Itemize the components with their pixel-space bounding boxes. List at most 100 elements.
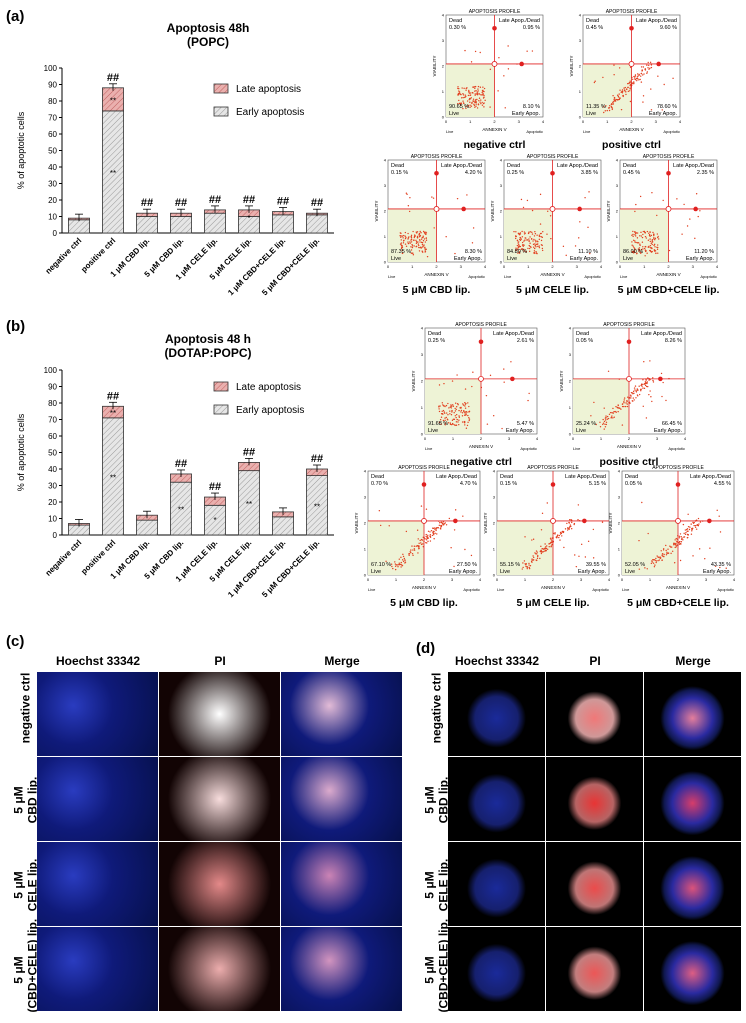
early-star-4: * (213, 516, 216, 525)
flow-xtick: 1 (649, 577, 652, 582)
flow-event (629, 87, 631, 89)
flow-event (657, 75, 659, 77)
flow-event (606, 109, 608, 112)
flow-event (629, 402, 631, 404)
flow-event (674, 546, 676, 549)
q-dead-value: 0.05 % (625, 481, 642, 487)
flow-event (523, 231, 526, 233)
q-late-value: 0.95 % (523, 25, 540, 31)
flow-event (592, 557, 595, 559)
flow-event (626, 400, 628, 403)
q-live-label: Live (576, 428, 586, 434)
flow-event (632, 235, 634, 238)
flow-event (411, 243, 413, 246)
flow-event (436, 526, 438, 529)
flow-event (696, 524, 698, 527)
flow-event (661, 553, 664, 555)
flow-event (507, 45, 509, 47)
flow-xtick: 2 (435, 264, 438, 269)
flow-event (648, 232, 650, 234)
flow-event (467, 105, 469, 107)
flow-event (640, 81, 643, 83)
flow-event (484, 99, 486, 102)
flow-event (461, 415, 464, 417)
flow-event (661, 559, 663, 561)
q-late-label: Late Apop./Dead (499, 18, 540, 24)
y-tick-label: 10 (48, 213, 57, 222)
flow-event (468, 89, 470, 92)
flow-event (632, 245, 634, 247)
flow-event (642, 248, 644, 250)
q-early-value: 27.50 % (457, 562, 477, 568)
flow-event (465, 402, 467, 405)
flow-xtick: 4 (484, 264, 487, 269)
flow-ylabel: VIABILITY (411, 370, 416, 391)
flow-event (522, 206, 525, 209)
flow-event (517, 249, 519, 251)
flow-event (465, 107, 467, 110)
flow-event (515, 231, 517, 233)
flow-event (652, 231, 654, 234)
flow-event (631, 251, 634, 253)
flow-event (686, 225, 689, 227)
flow-event (568, 521, 570, 524)
flow-event (425, 542, 427, 544)
flow-event (662, 548, 665, 550)
flow-event (639, 388, 642, 391)
flow-x-right: Apoptotic (700, 274, 717, 279)
merge-image-1 (281, 757, 402, 841)
flow-event (458, 91, 461, 93)
flow-event (468, 419, 470, 422)
flow-event (462, 100, 464, 102)
flow-event (636, 79, 638, 82)
flow-event (445, 404, 448, 407)
flow-event (472, 86, 474, 88)
flow-event (565, 254, 567, 257)
flow-event (660, 372, 663, 375)
flow-event (445, 524, 448, 526)
flow-xtick: 3 (451, 577, 454, 582)
flow-event (404, 559, 406, 561)
flow-event (645, 237, 648, 239)
flow-event (457, 87, 459, 90)
flow-ylabel: VIABILITY (608, 512, 613, 533)
q-live-value: 55.15 % (500, 562, 520, 568)
flow-event (400, 235, 402, 237)
flow-event (531, 231, 533, 234)
flow-event (474, 94, 476, 96)
flow-event (469, 94, 472, 96)
flow-event (639, 235, 641, 237)
flow-event (644, 255, 646, 257)
flow-event (639, 244, 641, 247)
flow-event (546, 233, 548, 235)
flow-event (416, 529, 419, 531)
q-live-label: Live (500, 569, 510, 575)
flow-event (716, 509, 718, 512)
flow-event (465, 89, 467, 91)
q-early-value: 5.47 % (517, 421, 534, 427)
flow-event (546, 545, 548, 547)
flow-event (653, 244, 655, 247)
flow-event (606, 418, 608, 420)
flow-event (477, 92, 479, 95)
flow-event (540, 549, 542, 552)
flow-event (644, 382, 647, 384)
flow-event (531, 233, 534, 235)
flow-event (535, 246, 537, 248)
flow-event (464, 407, 467, 409)
flow-event (640, 72, 643, 75)
flow-event (613, 64, 615, 66)
flow-event (574, 554, 576, 556)
flow-event (458, 90, 460, 92)
flow-event (458, 419, 460, 421)
flow-event (480, 94, 482, 96)
flow-event (457, 86, 459, 88)
merge-image-2 (644, 842, 741, 926)
category-label-0: negative ctrl (44, 236, 84, 276)
q-live-value: 25.24 % (576, 421, 596, 427)
flow-event (680, 538, 683, 540)
flow-event (466, 424, 469, 427)
chart-title: Apoptosis 48h (167, 21, 250, 35)
flow-title: APOPTOSIS PROFILE (643, 154, 695, 160)
flow-event (665, 399, 667, 402)
